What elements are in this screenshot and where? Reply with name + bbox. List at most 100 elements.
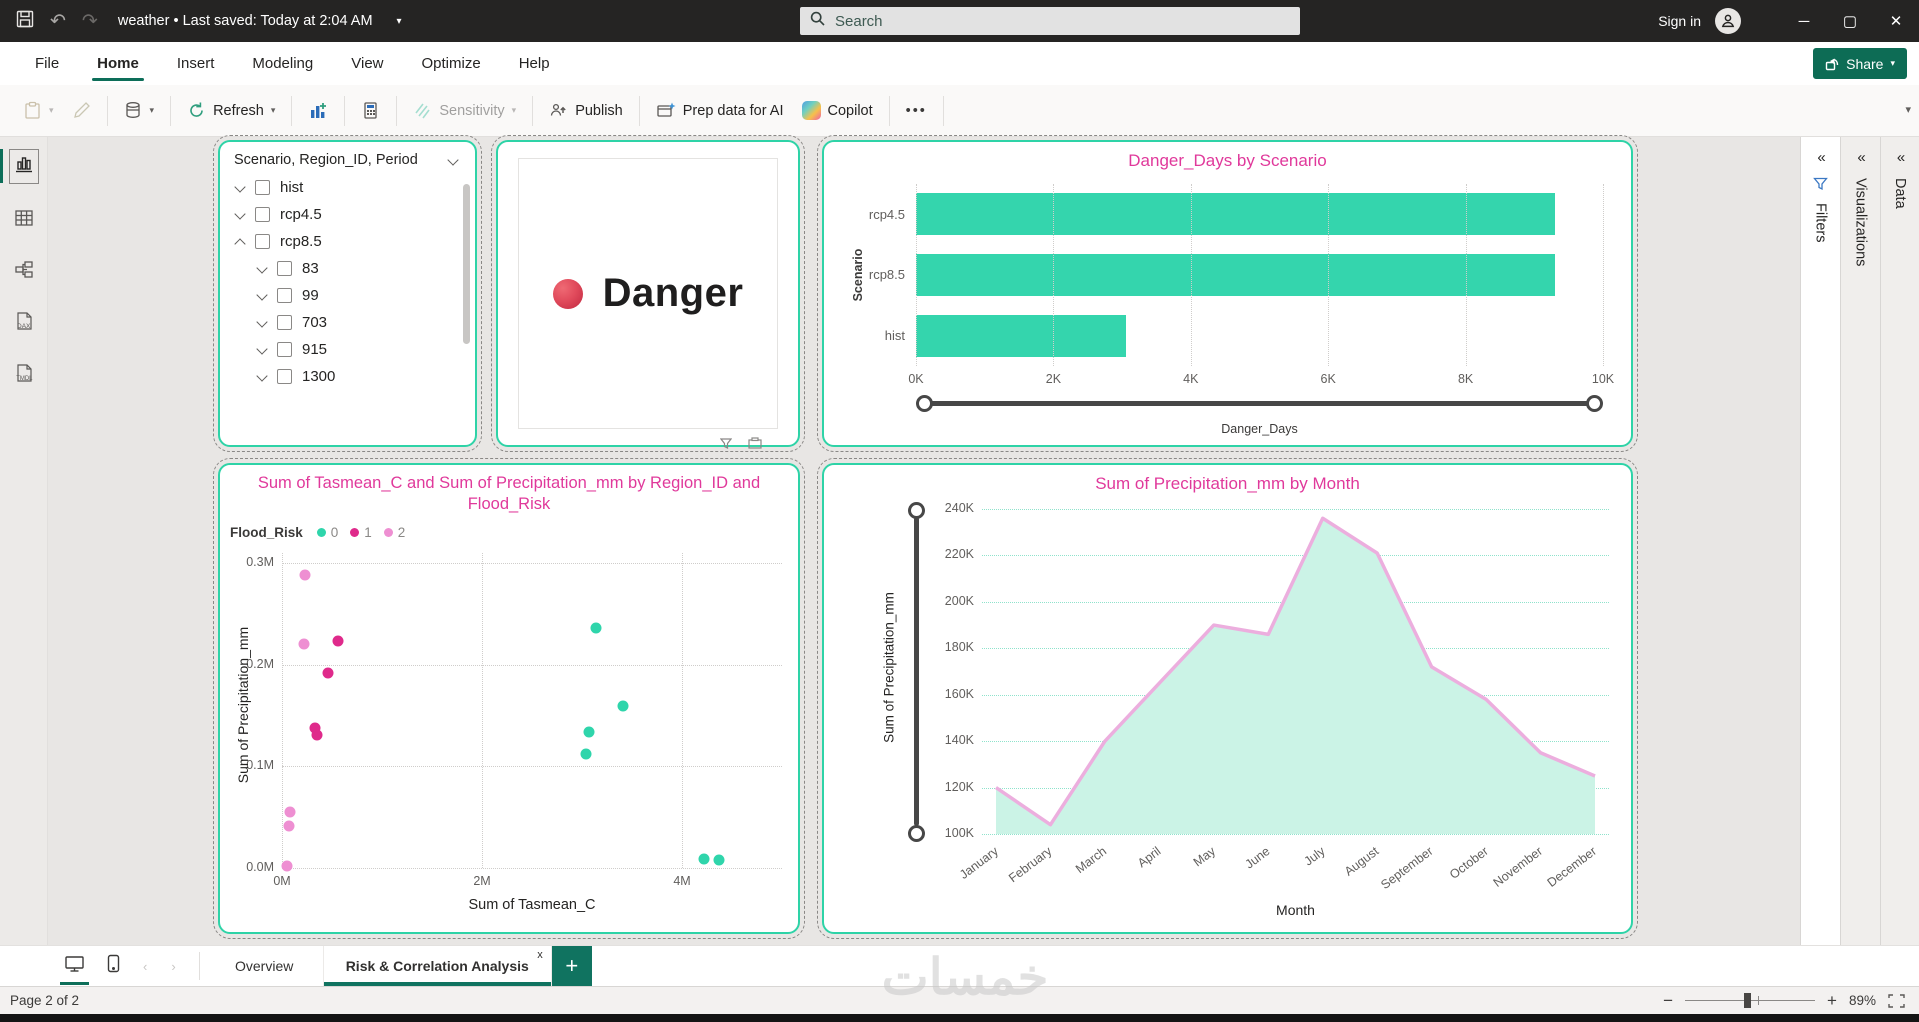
filters-pane-collapsed[interactable]: « Filters — [1800, 137, 1840, 945]
checkbox[interactable] — [255, 234, 270, 249]
slider-handle-left[interactable] — [916, 395, 933, 412]
slicer-item[interactable]: 1300 — [234, 363, 475, 390]
card-visual[interactable]: Danger — [491, 135, 805, 452]
chevron-up-icon[interactable] — [234, 238, 246, 250]
scatter-point[interactable] — [332, 635, 344, 647]
report-view-button[interactable] — [0, 143, 48, 189]
menu-file[interactable]: File — [35, 55, 60, 72]
slider-handle-bottom[interactable] — [908, 825, 925, 842]
scatter-point[interactable] — [322, 667, 334, 679]
expand-pane-icon[interactable]: « — [1896, 149, 1905, 166]
new-visual-button[interactable] — [299, 95, 337, 127]
visual-header-expand-icon[interactable] — [748, 437, 762, 449]
slicer-item[interactable]: 83 — [234, 255, 475, 282]
scatter-point[interactable] — [580, 748, 592, 760]
menu-view[interactable]: View — [351, 55, 384, 72]
slider-handle-right[interactable] — [1586, 395, 1603, 412]
area-series[interactable] — [982, 509, 1609, 834]
menu-insert[interactable]: Insert — [176, 55, 215, 72]
slicer-item[interactable]: 703 — [234, 309, 475, 336]
scatter-point[interactable] — [309, 722, 321, 734]
title-dropdown-icon[interactable]: ▾ — [396, 15, 402, 27]
bar[interactable] — [916, 193, 1555, 236]
sensitivity-button[interactable]: Sensitivity ▾ — [404, 95, 525, 126]
legend-item[interactable]: 2 — [383, 525, 405, 540]
chevron-down-icon[interactable] — [447, 154, 459, 166]
chevron-down-icon[interactable] — [256, 261, 268, 274]
paste-button[interactable]: ▾ — [14, 95, 63, 126]
maximize-button[interactable]: ▢ — [1842, 13, 1858, 30]
document-title[interactable]: weather • Last saved: Today at 2:04 AM — [117, 13, 373, 29]
slicer-item[interactable]: 915 — [234, 336, 475, 363]
sign-in-link[interactable]: Sign in — [1658, 13, 1701, 29]
zoom-out-button[interactable]: − — [1663, 990, 1674, 1010]
close-button[interactable]: ✕ — [1889, 13, 1903, 30]
y-axis-range-slider[interactable] — [914, 517, 919, 826]
zoom-slider[interactable] — [1685, 992, 1816, 1008]
scatter-point[interactable] — [284, 806, 296, 818]
scatter-point[interactable] — [698, 853, 710, 865]
legend-item[interactable]: 0 — [316, 525, 338, 540]
area-chart-visual[interactable]: Sum of Precipitation_mm by Month Sum of … — [817, 458, 1638, 939]
page-tab-risk-correlation[interactable]: Risk & Correlation Analysis x — [323, 946, 552, 986]
scatter-point[interactable] — [617, 700, 629, 712]
account-avatar[interactable] — [1715, 8, 1741, 34]
close-page-icon[interactable]: x — [537, 949, 543, 961]
mobile-layout-button[interactable] — [101, 950, 126, 982]
model-view-button[interactable] — [0, 247, 48, 293]
expand-pane-icon[interactable]: « — [1857, 149, 1865, 166]
checkbox[interactable] — [277, 288, 292, 303]
visualizations-pane-collapsed[interactable]: « Visualizations — [1840, 137, 1880, 945]
data-pane-collapsed[interactable]: « Data — [1880, 137, 1919, 945]
fit-to-page-icon[interactable] — [1888, 993, 1905, 1008]
slicer-item[interactable]: hist — [234, 174, 475, 201]
undo-icon[interactable]: ↶ — [50, 10, 66, 32]
scatter-point[interactable] — [590, 622, 602, 634]
zoom-in-button[interactable]: + — [1827, 990, 1837, 1010]
zoom-slider-handle[interactable] — [1743, 992, 1751, 1008]
share-button[interactable]: Share ▾ — [1813, 48, 1907, 79]
dax-query-view-button[interactable]: DAX — [0, 299, 48, 345]
desktop-layout-button[interactable] — [58, 951, 91, 985]
slicer-scrollbar[interactable] — [463, 184, 470, 344]
redo-icon[interactable]: ↷ — [81, 10, 98, 32]
slicer-visual[interactable]: Scenario, Region_ID, Period hist rcp4.5 rc… — [213, 135, 482, 452]
chevron-down-icon[interactable] — [234, 180, 246, 193]
chevron-down-icon[interactable] — [256, 288, 268, 301]
slicer-item[interactable]: rcp4.5 — [234, 201, 475, 228]
chevron-down-icon[interactable] — [256, 369, 268, 382]
checkbox[interactable] — [277, 261, 292, 276]
minimize-button[interactable]: ─ — [1798, 12, 1810, 30]
chevron-down-icon[interactable] — [256, 342, 268, 355]
copilot-button[interactable]: Copilot — [793, 95, 882, 126]
next-page-arrow[interactable]: › — [171, 958, 176, 974]
scatter-chart-visual[interactable]: Sum of Tasmean_C and Sum of Precipitatio… — [213, 458, 805, 939]
new-page-button[interactable]: + — [551, 946, 592, 986]
legend-item[interactable]: 1 — [350, 525, 372, 540]
checkbox[interactable] — [255, 180, 270, 195]
menu-help[interactable]: Help — [518, 55, 550, 72]
previous-page-arrow[interactable]: ‹ — [143, 958, 148, 974]
scatter-point[interactable] — [283, 820, 295, 832]
page-tab-overview[interactable]: Overview — [206, 946, 324, 986]
toolbar-overflow-chevron-icon[interactable]: ▾ — [1905, 104, 1911, 116]
menu-home[interactable]: Home — [78, 42, 158, 85]
menu-optimize[interactable]: Optimize — [421, 55, 481, 72]
x-axis-range-slider[interactable] — [924, 401, 1595, 406]
expand-pane-icon[interactable]: « — [1817, 149, 1825, 166]
format-painter-button[interactable] — [63, 95, 100, 126]
quick-measure-button[interactable] — [352, 95, 389, 126]
chevron-down-icon[interactable] — [234, 207, 246, 220]
scatter-point[interactable] — [713, 854, 725, 866]
checkbox[interactable] — [277, 369, 292, 384]
checkbox[interactable] — [277, 315, 292, 330]
scatter-point[interactable] — [311, 729, 323, 741]
checkbox[interactable] — [255, 207, 270, 222]
publish-button[interactable]: Publish — [540, 95, 632, 126]
more-options-button[interactable]: ••• — [905, 102, 927, 119]
prep-data-for-ai-button[interactable]: Prep data for AI — [647, 95, 793, 127]
checkbox[interactable] — [277, 342, 292, 357]
scatter-point[interactable] — [298, 638, 310, 650]
save-icon[interactable] — [16, 10, 34, 33]
scatter-point[interactable] — [583, 726, 595, 738]
